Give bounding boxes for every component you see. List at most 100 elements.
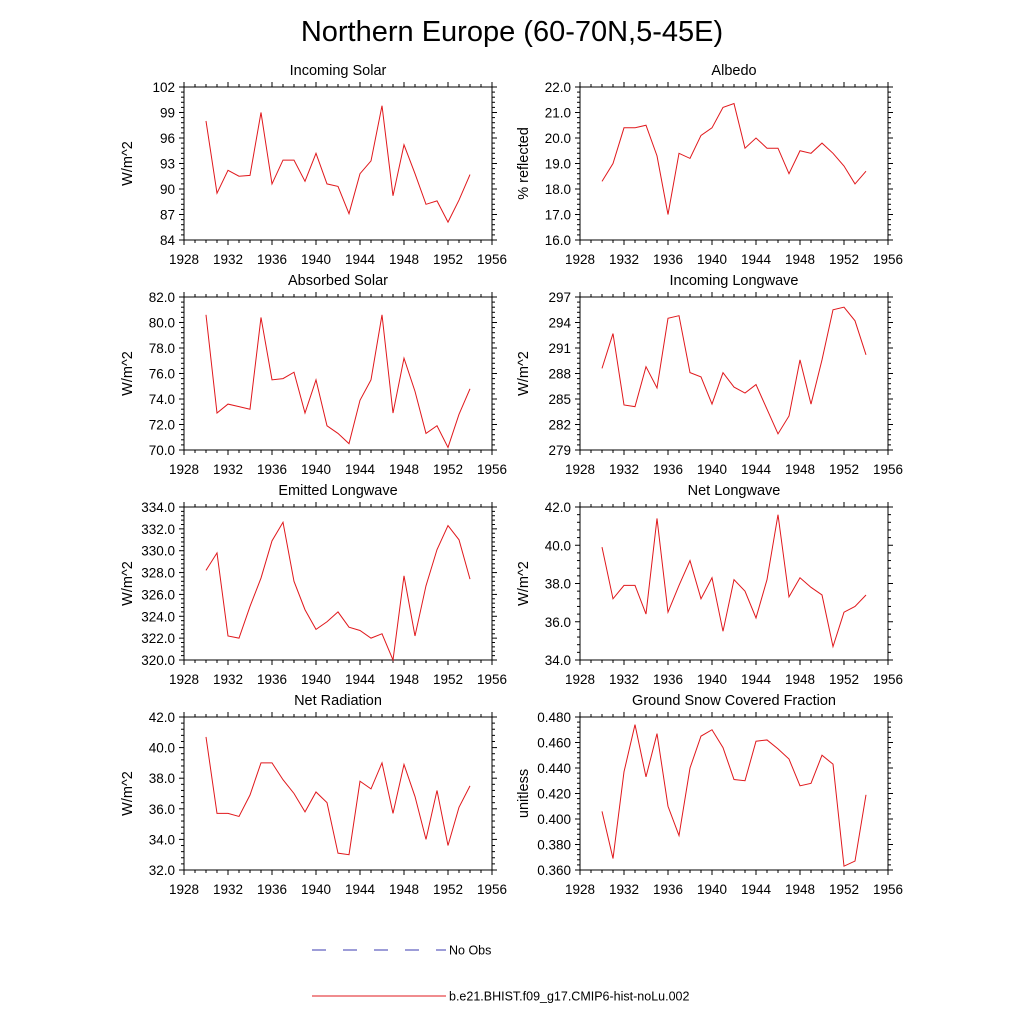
x-tick-label: 1940 [301,672,331,687]
x-tick-label: 1936 [653,462,683,477]
x-tick-label: 1956 [477,252,507,267]
x-tick-label: 1928 [169,672,199,687]
x-tick-label: 1936 [257,882,287,897]
x-tick-label: 1948 [389,252,419,267]
x-tick-label: 1944 [345,882,376,897]
x-tick-label: 1940 [301,462,331,477]
legend: No Obs b.e21.BHIST.f09_g17.CMIP6-hist-no… [312,944,689,1004]
y-tick-label: 16.0 [545,233,571,248]
series-line [601,724,867,867]
x-tick-label: 1948 [389,882,419,897]
x-tick-label: 1952 [829,672,859,687]
y-tick-label: 36.0 [149,802,175,817]
y-tick-label: 42.0 [545,500,571,515]
plot-frame [579,296,889,451]
x-tick-label: 1952 [829,882,859,897]
series-line [205,520,471,662]
y-tick-label: 93 [160,157,175,172]
x-tick-label: 1940 [301,252,331,267]
x-tick-label: 1932 [213,672,243,687]
y-axis-label: W/m^2 [120,351,136,396]
x-tick-label: 1932 [609,252,639,267]
x-tick-label: 1932 [213,462,243,477]
y-tick-label: 21.0 [545,106,571,121]
y-axis-label: W/m^2 [120,141,136,186]
x-tick-label: 1956 [477,462,507,477]
panel-incoming-solar: Incoming Solar W/m^2 1928 1932 1936 1940 1944 1… [120,63,507,267]
x-tick-label: 1944 [345,462,376,477]
x-tick-label: 1944 [741,252,772,267]
figure-title: Northern Europe (60-70N,5-45E) [301,16,723,48]
panel-title: Incoming Longwave [670,273,799,289]
x-tick-label: 1952 [433,672,463,687]
x-tick-label: 1928 [169,462,199,477]
x-tick-label: 1940 [697,252,727,267]
y-tick-label: 38.0 [149,771,175,786]
y-tick-label: 87 [160,208,175,223]
x-tick-label: 1936 [257,462,287,477]
panels: Incoming Solar W/m^2 1928 1932 1936 1940 1944 1… [120,63,903,897]
y-tick-label: 18.0 [545,182,571,197]
panel-net-longwave: Net Longwave W/m^2 1928 1932 1936 1940 1944 194… [516,483,903,687]
x-tick-label: 1952 [829,252,859,267]
panel-title: Incoming Solar [290,63,387,79]
y-axis-label: W/m^2 [516,351,532,396]
plot-frame [183,296,493,451]
x-tick-label: 1952 [433,882,463,897]
series-line [601,102,867,215]
x-tick-label: 1932 [213,882,243,897]
x-tick-label: 1932 [609,462,639,477]
series-line [205,736,471,856]
x-tick-label: 1944 [345,672,376,687]
y-tick-label: 279 [548,443,571,458]
x-tick-label: 1948 [785,672,815,687]
y-tick-label: 0.400 [537,812,571,827]
x-tick-label: 1932 [609,882,639,897]
y-tick-label: 102 [152,80,175,95]
x-tick-label: 1956 [873,672,903,687]
x-tick-label: 1936 [653,252,683,267]
y-tick-label: 36.0 [545,615,571,630]
x-tick-label: 1952 [829,462,859,477]
panel-albedo: Albedo % reflected 1928 1932 1936 1940 1944 194… [516,63,903,267]
y-tick-label: 80.0 [149,316,175,331]
y-tick-label: 72.0 [149,418,175,433]
x-tick-label: 1948 [785,462,815,477]
y-tick-label: 40.0 [545,538,571,553]
y-tick-label: 285 [548,392,571,407]
y-tick-label: 291 [548,341,571,356]
x-tick-label: 1928 [169,882,199,897]
y-tick-label: 0.380 [537,838,571,853]
y-tick-label: 82.0 [149,290,175,305]
y-tick-label: 0.460 [537,736,571,751]
y-tick-label: 288 [548,367,571,382]
y-tick-label: 334.0 [141,500,175,515]
x-tick-label: 1956 [873,252,903,267]
x-tick-label: 1956 [477,882,507,897]
x-tick-label: 1928 [565,882,595,897]
x-tick-label: 1932 [213,252,243,267]
x-tick-label: 1944 [741,462,772,477]
x-tick-label: 1940 [697,672,727,687]
y-tick-label: 0.480 [537,710,571,725]
x-tick-label: 1936 [653,882,683,897]
x-tick-label: 1948 [389,462,419,477]
x-tick-label: 1944 [741,882,772,897]
x-tick-label: 1944 [345,252,376,267]
y-tick-label: 297 [548,290,571,305]
plot-frame [183,716,493,871]
panel-title: Ground Snow Covered Fraction [632,693,836,709]
y-axis-label: W/m^2 [516,561,532,606]
x-tick-label: 1936 [257,252,287,267]
y-tick-label: 0.360 [537,863,571,878]
y-tick-label: 34.0 [545,653,571,668]
y-axis-label: unitless [516,769,532,818]
x-tick-label: 1928 [565,672,595,687]
x-tick-label: 1928 [565,462,595,477]
panel-title: Net Longwave [688,483,781,499]
series-line [205,105,471,224]
y-tick-label: 70.0 [149,443,175,458]
x-tick-label: 1940 [697,462,727,477]
y-tick-label: 330.0 [141,544,175,559]
